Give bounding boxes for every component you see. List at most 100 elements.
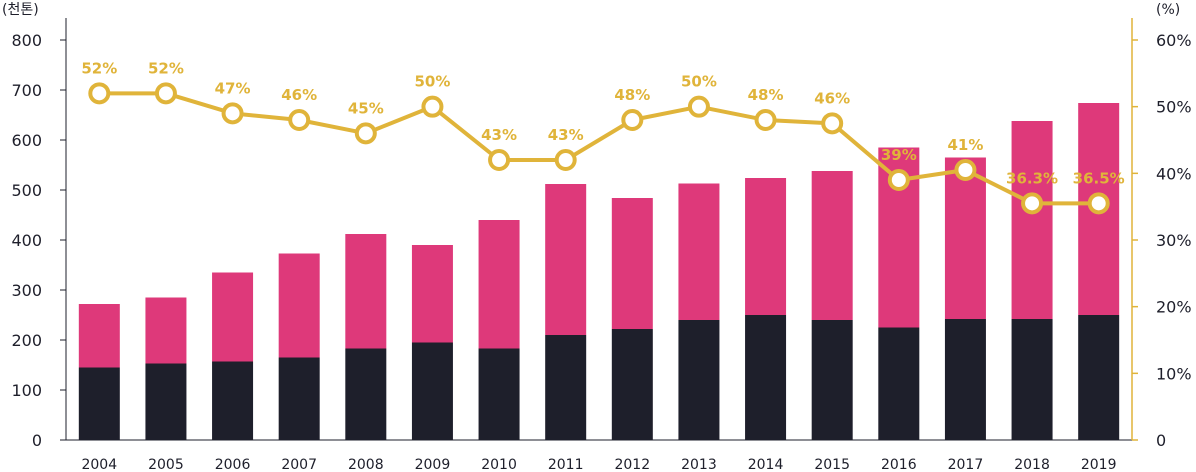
- bar-bottom-2013: [678, 320, 720, 440]
- left-tick-label: 400: [11, 231, 42, 250]
- right-tick-label: 20%: [1156, 298, 1192, 317]
- x-tick-label: 2010: [481, 457, 517, 472]
- bar-top-2011: [545, 184, 587, 335]
- ratio-label-2018: 36.3%: [1006, 169, 1058, 187]
- left-tick-label: 800: [11, 31, 42, 50]
- ratio-point-2009: [421, 95, 444, 118]
- right-tick-label: 40%: [1156, 164, 1192, 183]
- right-axis-unit: (%): [1156, 2, 1180, 18]
- left-axis-unit: (천톤): [2, 2, 39, 18]
- bar-bottom-2006: [212, 361, 254, 440]
- ratio-label-2007: 46%: [281, 86, 317, 104]
- ratio-label-2012: 48%: [614, 86, 650, 104]
- x-tick-label: 2011: [548, 457, 584, 472]
- right-tick-label: 60%: [1156, 31, 1192, 50]
- x-tick-label: 2014: [748, 457, 784, 472]
- x-tick-label: 2018: [1014, 457, 1050, 472]
- bar-bottom-2015: [811, 320, 853, 440]
- bars-layer: [78, 103, 1120, 440]
- x-tick-label: 2019: [1081, 457, 1117, 472]
- x-tick-label: 2004: [81, 457, 117, 472]
- left-tick-label: 700: [11, 81, 42, 100]
- ratio-label-2016: 39%: [881, 146, 917, 164]
- bar-top-2017: [944, 157, 986, 319]
- bar-top-2014: [745, 178, 787, 315]
- ratio-point-2005: [154, 82, 177, 105]
- labels-layer: 52% 52% 47% 46% 45% 50% 43% 43% 48% 50% 48% 46% 39% 4…: [81, 59, 1124, 187]
- ratio-point-2018: [1021, 192, 1044, 215]
- bar-top-2013: [678, 183, 720, 320]
- bar-bottom-2014: [745, 315, 787, 440]
- bar-bottom-2012: [611, 329, 653, 440]
- bar-bottom-2009: [411, 342, 453, 440]
- bar-top-2008: [345, 234, 387, 349]
- ratio-point-2010: [488, 149, 511, 171]
- bar-bottom-2004: [78, 367, 120, 440]
- x-tick-label: 2017: [948, 457, 984, 472]
- ratio-point-2008: [354, 122, 377, 145]
- bar-top-2012: [611, 198, 653, 329]
- left-tick-label: 300: [11, 281, 42, 300]
- x-tick-label: 2007: [281, 457, 317, 472]
- ratio-point-2012: [621, 109, 644, 131]
- left-tick-label: 200: [11, 331, 42, 350]
- ratio-label-2014: 48%: [748, 86, 784, 104]
- bar-bottom-2005: [145, 363, 187, 440]
- ratio-point-2011: [554, 149, 577, 171]
- ratio-label-2010: 43%: [481, 126, 517, 144]
- ratio-label-2004: 52%: [81, 59, 117, 77]
- ratio-point-2014: [754, 109, 777, 131]
- ratio-label-2019: 36.5%: [1073, 169, 1125, 187]
- bar-top-2007: [278, 253, 320, 358]
- left-tick-label: 500: [11, 181, 42, 200]
- right-tick-label: 0: [1156, 431, 1166, 450]
- ratio-point-2015: [821, 112, 844, 135]
- ratio-point-2007: [288, 109, 311, 131]
- ratio-label-2009: 50%: [414, 73, 450, 91]
- ratio-label-2013: 50%: [681, 73, 717, 91]
- bar-bottom-2007: [278, 357, 320, 440]
- ratio-point-2006: [221, 102, 244, 125]
- bar-bottom-2019: [1078, 315, 1120, 440]
- bar-top-2010: [478, 220, 520, 349]
- bar-bottom-2011: [545, 335, 587, 440]
- line-layer: [88, 82, 1110, 215]
- ratio-label-2005: 52%: [148, 59, 184, 77]
- bar-top-2018: [1011, 121, 1053, 319]
- x-tick-label: 2005: [148, 457, 184, 472]
- ratio-label-2011: 43%: [548, 126, 584, 144]
- bar-bottom-2018: [1011, 319, 1053, 440]
- left-tick-label: 0: [32, 431, 42, 450]
- left-tick-label: 100: [11, 381, 42, 400]
- ratio-line: [99, 91, 1099, 206]
- ratio-label-2015: 46%: [814, 89, 850, 107]
- right-tick-label: 10%: [1156, 364, 1192, 383]
- right-tick-label: 30%: [1156, 231, 1192, 250]
- x-tick-label: 2013: [681, 457, 717, 472]
- x-tick-label: 2015: [814, 457, 850, 472]
- bar-top-2009: [411, 245, 453, 343]
- ratio-point-2017: [954, 159, 977, 181]
- bar-top-2015: [811, 171, 853, 320]
- x-tick-label: 2008: [348, 457, 384, 472]
- left-tick-label: 600: [11, 131, 42, 150]
- x-tick-label: 2016: [881, 457, 917, 472]
- bar-top-2006: [212, 272, 254, 362]
- ratio-point-2013: [687, 95, 710, 118]
- ratio-label-2017: 41%: [947, 136, 983, 154]
- x-tick-label: 2009: [415, 457, 451, 472]
- ratio-label-2008: 45%: [348, 99, 384, 117]
- x-tick-label: 2012: [614, 457, 650, 472]
- ratio-point-2016: [887, 169, 910, 191]
- bar-bottom-2008: [345, 348, 387, 440]
- bar-top-2004: [78, 304, 120, 368]
- bar-bottom-2010: [478, 348, 520, 440]
- ratio-point-2019: [1087, 192, 1110, 215]
- ratio-label-2006: 47%: [215, 79, 251, 97]
- x-tick-label: 2006: [215, 457, 251, 472]
- bar-bottom-2016: [878, 327, 920, 440]
- bar-bottom-2017: [944, 319, 986, 440]
- bar-top-2005: [145, 297, 187, 364]
